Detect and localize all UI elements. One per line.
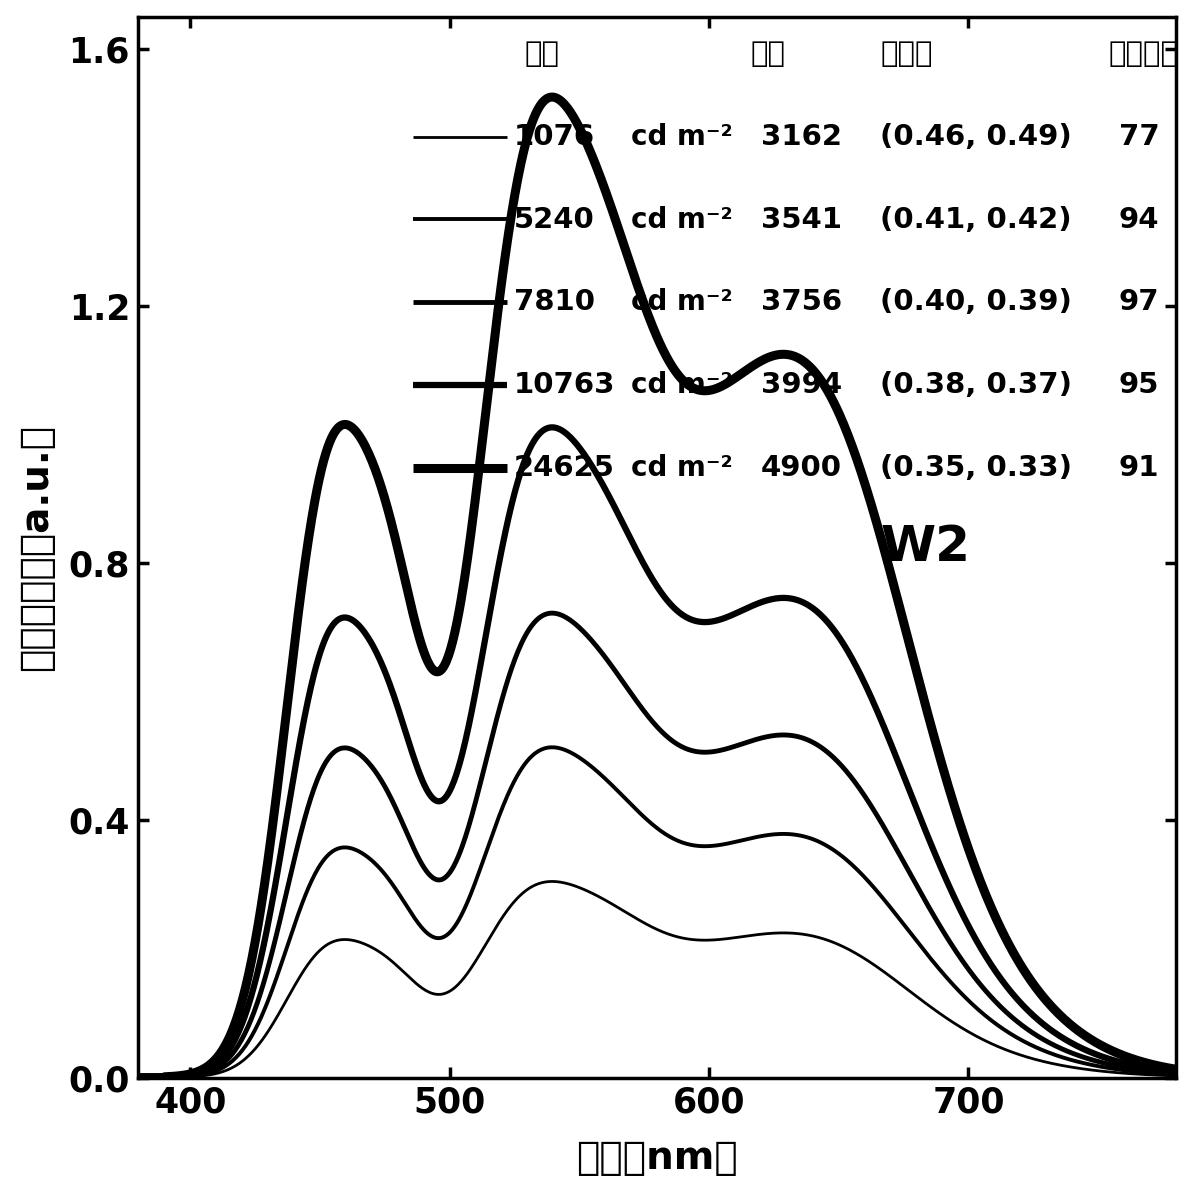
- Text: (0.40, 0.39): (0.40, 0.39): [880, 288, 1072, 316]
- Text: 5240: 5240: [514, 205, 595, 234]
- Text: 24625: 24625: [514, 454, 615, 481]
- Text: 3541: 3541: [761, 205, 841, 234]
- Text: cd m⁻²: cd m⁻²: [631, 288, 733, 316]
- Text: 1076: 1076: [514, 123, 595, 150]
- Text: 77: 77: [1119, 123, 1160, 150]
- Text: (0.46, 0.49): (0.46, 0.49): [880, 123, 1072, 150]
- Text: 4900: 4900: [761, 454, 841, 481]
- Text: 3994: 3994: [761, 371, 843, 399]
- Y-axis label: 归一化光谱（a.u.）: 归一化光谱（a.u.）: [17, 424, 54, 671]
- Text: 97: 97: [1119, 288, 1160, 316]
- Text: 3756: 3756: [761, 288, 843, 316]
- Text: 显色指数: 显色指数: [1108, 41, 1178, 68]
- Text: (0.41, 0.42): (0.41, 0.42): [880, 205, 1072, 234]
- Text: 色坐标: 色坐标: [880, 41, 933, 68]
- Text: 10763: 10763: [514, 371, 615, 399]
- Text: cd m⁻²: cd m⁻²: [631, 205, 733, 234]
- Text: 色温: 色温: [750, 41, 786, 68]
- Text: cd m⁻²: cd m⁻²: [631, 123, 733, 150]
- Text: cd m⁻²: cd m⁻²: [631, 454, 733, 481]
- Text: W2: W2: [880, 523, 970, 571]
- Text: 94: 94: [1119, 205, 1159, 234]
- Text: 7810: 7810: [514, 288, 595, 316]
- Text: 亮度: 亮度: [524, 41, 559, 68]
- Text: 91: 91: [1119, 454, 1159, 481]
- Text: cd m⁻²: cd m⁻²: [631, 371, 733, 399]
- X-axis label: 波长（nm）: 波长（nm）: [576, 1139, 738, 1177]
- Text: 3162: 3162: [761, 123, 841, 150]
- Text: (0.38, 0.37): (0.38, 0.37): [880, 371, 1072, 399]
- Text: 95: 95: [1119, 371, 1159, 399]
- Text: (0.35, 0.33): (0.35, 0.33): [880, 454, 1072, 481]
